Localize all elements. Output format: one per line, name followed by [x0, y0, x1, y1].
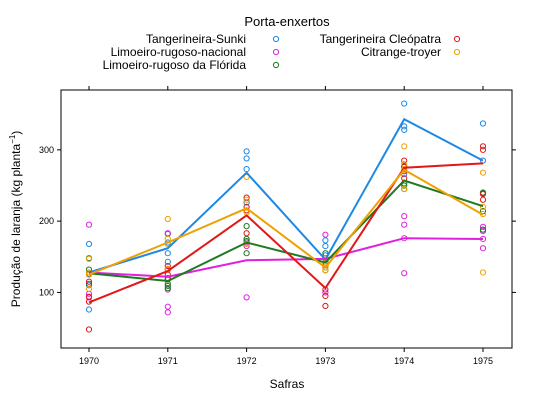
data-point — [165, 304, 170, 309]
series-2 — [86, 208, 485, 315]
x-tick-label: 1974 — [394, 356, 414, 366]
data-point — [480, 121, 485, 126]
legend: Tangerineira-SunkiLimoeiro-rugoso-nacion… — [103, 32, 460, 72]
data-point — [165, 216, 170, 221]
legend-item: Citrange-troyer — [361, 45, 460, 59]
series-line-2 — [89, 238, 483, 277]
data-point — [402, 127, 407, 132]
y-tick-label: 200 — [39, 216, 54, 226]
x-tick-label: 1971 — [158, 356, 178, 366]
data-point — [402, 214, 407, 219]
x-axis: 1970 1971 1972 1973 1974 1975 — [79, 86, 493, 366]
legend-title: Porta-enxertos — [244, 14, 330, 29]
data-point — [323, 232, 328, 237]
data-point — [402, 271, 407, 276]
y-axis-label-main: Produção de laranja (kg planta — [9, 144, 23, 308]
legend-label: Limoeiro-rugoso-nacional — [111, 45, 246, 59]
data-point — [86, 327, 91, 332]
legend-item: Limoeiro-rugoso-nacional — [111, 45, 279, 59]
legend-label: Tangerineira Cleópatra — [320, 32, 442, 46]
x-axis-label: Safras — [270, 377, 305, 391]
legend-marker — [273, 49, 278, 54]
y-tick-label: 100 — [39, 287, 54, 297]
series-line-3 — [89, 181, 483, 282]
legend-label: Limoeiro-rugoso da Flórida — [103, 58, 247, 72]
data-point — [244, 251, 249, 256]
data-point — [244, 224, 249, 229]
series-layer — [86, 101, 485, 332]
data-point — [480, 147, 485, 152]
data-point — [86, 222, 91, 227]
data-point — [480, 170, 485, 175]
series-line-4 — [89, 163, 483, 302]
legend-marker — [273, 62, 278, 67]
data-point — [86, 241, 91, 246]
plot-frame — [61, 90, 512, 348]
legend-label: Tangerineira-Sunki — [146, 32, 246, 46]
data-point — [480, 270, 485, 275]
data-point — [244, 231, 249, 236]
legend-item: Tangerineira Cleópatra — [320, 32, 460, 46]
data-point — [244, 156, 249, 161]
data-point — [402, 222, 407, 227]
data-point — [86, 307, 91, 312]
y-tick-label: 300 — [39, 145, 54, 155]
data-point — [402, 186, 407, 191]
x-tick-label: 1970 — [79, 356, 99, 366]
legend-marker — [454, 49, 459, 54]
data-point — [402, 144, 407, 149]
data-point — [323, 243, 328, 248]
data-point — [165, 310, 170, 315]
x-tick-label: 1972 — [237, 356, 257, 366]
x-tick-label: 1975 — [473, 356, 493, 366]
data-point — [86, 286, 91, 291]
data-point — [244, 167, 249, 172]
y-axis-label-close: ) — [9, 131, 23, 135]
data-point — [244, 295, 249, 300]
data-point — [165, 251, 170, 256]
data-point — [323, 303, 328, 308]
legend-marker — [273, 36, 278, 41]
data-point — [480, 246, 485, 251]
data-point — [480, 197, 485, 202]
legend-marker — [454, 36, 459, 41]
data-point — [402, 101, 407, 106]
data-point — [323, 238, 328, 243]
data-point — [323, 293, 328, 298]
legend-item: Limoeiro-rugoso da Flórida — [103, 58, 279, 72]
data-point — [244, 149, 249, 154]
y-axis-label: Produção de laranja (kg planta−1) — [8, 131, 23, 308]
legend-item: Tangerineira-Sunki — [146, 32, 279, 46]
legend-label: Citrange-troyer — [361, 45, 441, 59]
x-tick-label: 1973 — [315, 356, 335, 366]
